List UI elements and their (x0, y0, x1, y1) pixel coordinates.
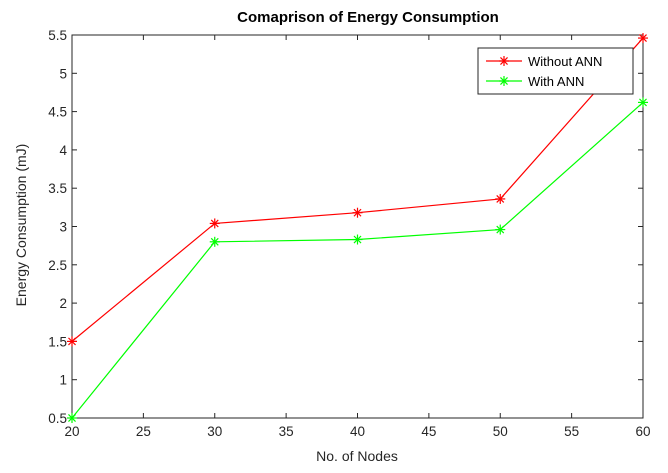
legend-marker-with-ann (499, 76, 509, 86)
x-tick-label: 55 (564, 424, 579, 439)
data-point-with-ann (638, 97, 648, 108)
y-tick-label: 4.5 (48, 105, 67, 120)
legend-label-without-ann: Without ANN (528, 54, 602, 69)
y-tick-label: 3.5 (48, 181, 67, 196)
y-tick-label: 5.5 (48, 28, 67, 43)
series-line-with-ann (71, 101, 644, 419)
data-point-without-ann (495, 193, 506, 204)
x-tick-label: 50 (493, 424, 508, 439)
data-point-without-ann (209, 218, 220, 229)
data-point-without-ann (638, 33, 648, 44)
legend-marker-without-ann (499, 56, 509, 66)
data-point-with-ann (495, 224, 506, 235)
x-tick-label: 40 (350, 424, 365, 439)
y-tick-label: 1 (59, 373, 67, 388)
x-axis-label: No. of Nodes (316, 448, 398, 464)
data-point-with-ann (67, 413, 77, 423)
legend-label-with-ann: With ANN (528, 74, 584, 89)
data-point-with-ann (352, 234, 363, 245)
x-tick-label: 35 (279, 424, 294, 439)
x-tick-label: 25 (136, 424, 151, 439)
chart-title: Comaprison of Energy Consumption (237, 9, 499, 26)
y-tick-label: 4 (59, 143, 67, 158)
x-tick-label: 60 (635, 424, 650, 439)
legend (477, 47, 634, 95)
x-tick-label: 45 (421, 424, 436, 439)
x-tick-label: 20 (64, 424, 79, 439)
y-tick-label: 2 (59, 296, 67, 311)
y-tick-label: 1.5 (48, 334, 67, 349)
data-point-with-ann (209, 236, 220, 247)
y-tick-label: 3 (59, 220, 67, 235)
y-tick-label: 0.5 (48, 411, 67, 426)
x-tick-label: 30 (207, 424, 222, 439)
data-point-without-ann (67, 336, 77, 347)
y-tick-label: 2.5 (48, 258, 67, 273)
y-tick-label: 5 (59, 66, 67, 81)
y-axis-label: Energy Consumption (mJ) (13, 144, 29, 307)
data-point-without-ann (352, 207, 363, 218)
